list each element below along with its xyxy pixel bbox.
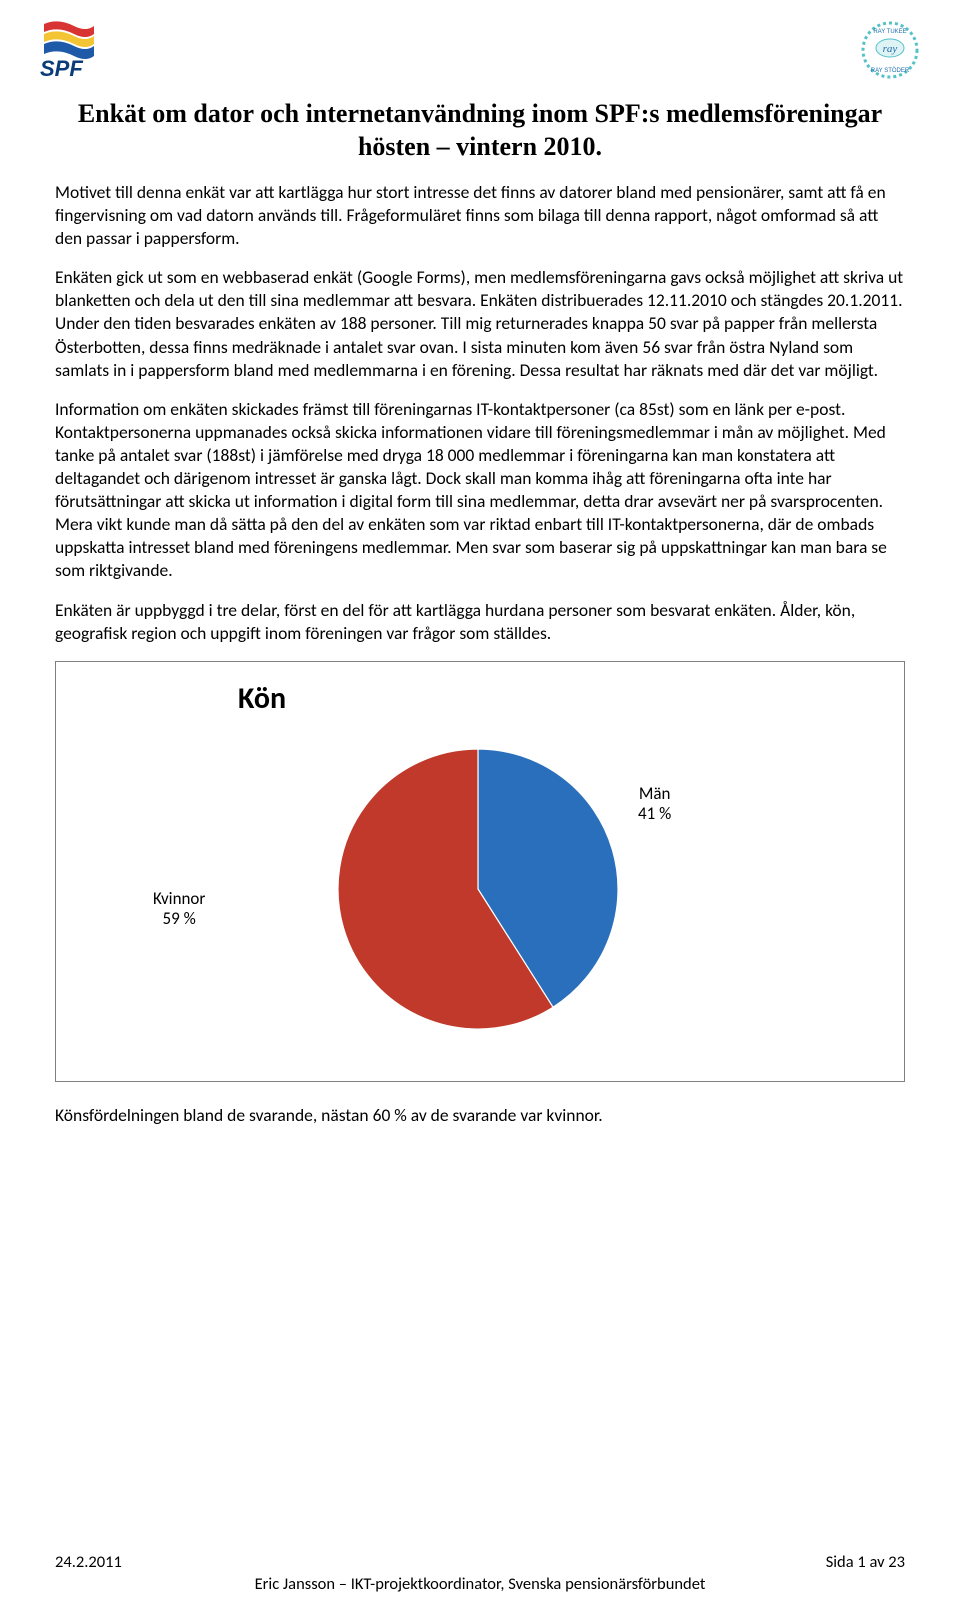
ray-logo: RAY TUKEE RAY STÖDER ray bbox=[860, 20, 920, 85]
footer-date: 24.2.2011 bbox=[55, 1552, 122, 1572]
svg-text:SPF: SPF bbox=[40, 56, 83, 80]
document-title: Enkät om dator och internetanvändning in… bbox=[55, 98, 905, 163]
chart-body: Kvinnor59 % Män41 % bbox=[78, 739, 882, 1059]
gender-chart: Kön Kvinnor59 % Män41 % bbox=[55, 661, 905, 1082]
svg-text:ray: ray bbox=[883, 43, 898, 55]
paragraph-4: Enkäten är uppbyggd i tre delar, först e… bbox=[55, 599, 905, 645]
footer-author: Eric Jansson – IKT-projektkoordinator, S… bbox=[55, 1574, 905, 1594]
svg-text:RAY TUKEE: RAY TUKEE bbox=[873, 29, 906, 35]
footer-page: Sida 1 av 23 bbox=[826, 1552, 905, 1572]
chart-caption: Könsfördelningen bland de svarande, näst… bbox=[55, 1104, 905, 1127]
paragraph-1: Motivet till denna enkät var att kartläg… bbox=[55, 181, 905, 250]
header: SPF RAY TUKEE RAY STÖDER ray bbox=[55, 30, 905, 90]
paragraph-3: Information om enkäten skickades främst … bbox=[55, 398, 905, 583]
svg-text:RAY STÖDER: RAY STÖDER bbox=[871, 67, 910, 74]
pie-chart bbox=[338, 749, 618, 1029]
paragraph-2: Enkäten gick ut som en webbaserad enkät … bbox=[55, 266, 905, 381]
pie-label-man: Män41 % bbox=[638, 784, 671, 825]
chart-title: Kön bbox=[238, 680, 882, 717]
page-footer: 24.2.2011 Sida 1 av 23 Eric Jansson – IK… bbox=[55, 1552, 905, 1594]
pie-label-kvinnor: Kvinnor59 % bbox=[153, 889, 205, 930]
spf-logo: SPF bbox=[40, 20, 102, 85]
